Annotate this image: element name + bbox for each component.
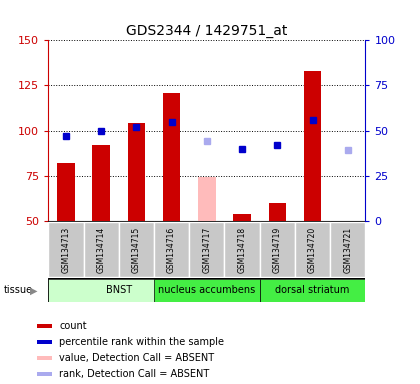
- Text: GSM134718: GSM134718: [238, 227, 247, 273]
- FancyBboxPatch shape: [154, 279, 260, 302]
- FancyBboxPatch shape: [119, 222, 154, 277]
- Bar: [198, 177, 215, 221]
- Text: tissue: tissue: [4, 285, 33, 295]
- Bar: [128, 123, 145, 221]
- Text: rank, Detection Call = ABSENT: rank, Detection Call = ABSENT: [60, 369, 210, 379]
- Text: BNST: BNST: [106, 285, 132, 295]
- FancyBboxPatch shape: [48, 222, 84, 277]
- Text: GSM134713: GSM134713: [61, 227, 71, 273]
- Text: dorsal striatum: dorsal striatum: [276, 285, 350, 295]
- FancyBboxPatch shape: [84, 222, 119, 277]
- Bar: [233, 214, 251, 221]
- Text: GSM134717: GSM134717: [202, 227, 211, 273]
- Bar: [37, 340, 52, 344]
- Text: nucleus accumbens: nucleus accumbens: [158, 285, 255, 295]
- FancyBboxPatch shape: [330, 222, 365, 277]
- Title: GDS2344 / 1429751_at: GDS2344 / 1429751_at: [126, 24, 288, 38]
- Bar: [57, 163, 75, 221]
- Text: GSM134715: GSM134715: [132, 227, 141, 273]
- Text: GSM134720: GSM134720: [308, 227, 317, 273]
- Text: percentile rank within the sample: percentile rank within the sample: [60, 337, 224, 347]
- Bar: [37, 356, 52, 360]
- Bar: [37, 372, 52, 376]
- Text: ▶: ▶: [30, 285, 38, 295]
- Bar: [304, 71, 321, 221]
- FancyBboxPatch shape: [224, 222, 260, 277]
- Text: count: count: [60, 321, 87, 331]
- Text: value, Detection Call = ABSENT: value, Detection Call = ABSENT: [60, 353, 215, 363]
- FancyBboxPatch shape: [260, 222, 295, 277]
- FancyBboxPatch shape: [260, 279, 365, 302]
- Bar: [163, 93, 181, 221]
- Bar: [92, 145, 110, 221]
- FancyBboxPatch shape: [48, 279, 189, 302]
- Text: GSM134721: GSM134721: [343, 227, 352, 273]
- FancyBboxPatch shape: [154, 222, 189, 277]
- FancyBboxPatch shape: [189, 222, 224, 277]
- Text: GSM134714: GSM134714: [97, 227, 106, 273]
- Bar: [37, 324, 52, 328]
- Bar: [268, 203, 286, 221]
- Text: GSM134716: GSM134716: [167, 227, 176, 273]
- FancyBboxPatch shape: [295, 222, 330, 277]
- Text: GSM134719: GSM134719: [273, 227, 282, 273]
